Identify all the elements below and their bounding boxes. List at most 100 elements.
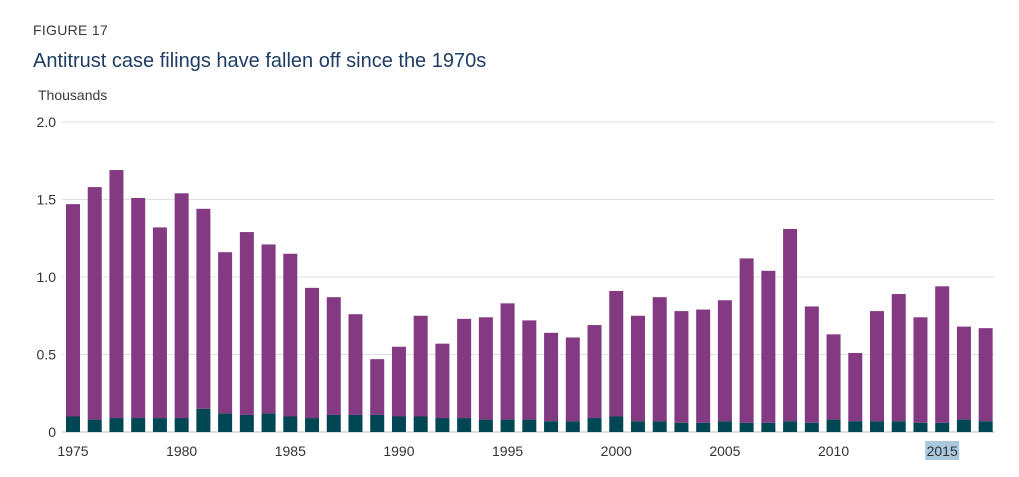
bar-segment-base [196,408,211,432]
y-tick-label: 1.5 [37,192,57,208]
bar-segment-base [109,418,124,432]
bar-segment-top [522,320,537,420]
bar-segment-base [891,421,906,432]
bar-segment-top [630,315,645,422]
y-tick-label: 2.0 [37,114,57,130]
bar-segment-top [391,346,406,417]
bar-segment-base [587,418,602,432]
bar-segment-base [956,419,971,432]
tick-highlight [925,441,960,460]
bar-segment-base [500,419,515,432]
bar-segment-base [870,421,885,432]
bar-segment-base [522,419,537,432]
bar-segment-base [913,422,928,432]
bar-segment-top [478,317,493,420]
bar-segment-base [152,418,167,432]
bar-segment-top [935,286,950,423]
bar-segment-top [66,204,80,417]
bar-segment-base [696,422,711,432]
bar-segment-base [630,421,645,432]
bar-segment-base [435,418,450,432]
x-tick-label: 2000 [601,443,632,459]
bar-segment-top [413,315,428,417]
bar-segment-base [326,414,341,432]
y-axis-unit-label: Thousands [38,87,108,103]
y-tick-label: 0 [48,424,56,440]
bar-segment-top [370,359,385,415]
y-tick-label: 1.0 [37,269,57,285]
bar-segment-top [500,303,515,420]
bar-segment-base [652,421,667,432]
bar-segment-top [674,311,689,423]
x-tick-label: 1985 [275,443,306,459]
bar-segment-top [87,187,102,420]
bar-segment-base [391,416,406,432]
bar-segment-base [826,419,841,432]
bar-segment-top [305,287,320,419]
bar-segment-top [913,317,928,423]
bar-segment-top [131,197,146,419]
bar-segment-top [696,309,711,423]
bar-segment-top [152,227,167,419]
bar-segment-top [261,244,276,414]
chart-title: Antitrust case filings have fallen off s… [33,50,487,72]
bar-segment-base [544,421,559,432]
bar-segment-top [783,228,798,422]
bar-segment-top [891,294,906,422]
bar-segment-top [457,318,472,419]
bar-segment-top [956,326,971,420]
bar-segment-base [935,422,950,432]
bar-segment-base [261,413,276,432]
x-tick-label: 1990 [383,443,414,459]
x-tick-label: 1995 [492,443,523,459]
bar-segment-top [109,170,124,419]
x-tick-label: 2005 [709,443,740,459]
figure-label: FIGURE 17 [33,22,109,38]
bar-segment-top [609,290,624,417]
bar-segment-base [239,414,254,432]
bar-segment-base [717,421,732,432]
bar-segment-top [435,343,450,419]
y-tick-label: 0.5 [37,347,57,363]
bar-segment-base [131,418,146,432]
bar-segment-base [457,418,472,432]
bar-segment-base [783,421,798,432]
bar-segment-base [413,416,428,432]
bar-segment-top [717,300,732,422]
bar-segment-base [87,419,102,432]
bar-segment-base [761,422,776,432]
bar-segment-base [478,419,493,432]
bars [66,170,993,432]
bar-segment-top [804,306,819,423]
bar-segment-top [565,337,580,422]
bar-segment-base [283,416,298,432]
x-tick-label: 2010 [818,443,849,459]
bar-segment-base [674,422,689,432]
bar-segment-top [870,311,885,422]
bar-segment-top [218,252,233,414]
bar-segment-base [739,422,754,432]
bar-segment-top [348,314,363,415]
bar-segment-top [848,352,863,422]
bar-segment-base [348,414,363,432]
bar-segment-top [544,332,559,422]
bar-segment-base [305,418,320,432]
bar-segment-base [609,416,624,432]
bar-segment-base [66,416,80,432]
bar-segment-base [174,418,189,432]
bar-segment-base [218,413,233,432]
bar-segment-base [848,421,863,432]
bar-segment-base [565,421,580,432]
bar-segment-top [239,232,254,415]
bar-segment-base [804,422,819,432]
x-tick-label: 2015 [927,443,958,459]
x-tick-label: 1980 [166,443,197,459]
bar-segment-top [978,328,993,422]
bar-segment-top [587,325,602,419]
bar-segment-top [761,270,776,423]
bar-segment-base [978,421,993,432]
bar-segment-top [283,253,298,417]
bar-segment-top [826,334,841,420]
x-tick-label: 1975 [57,443,88,459]
